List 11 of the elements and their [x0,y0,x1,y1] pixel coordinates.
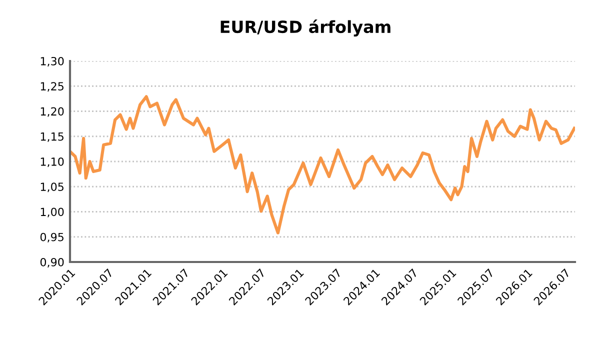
y-tick-label: 1,20 [40,107,64,117]
chart-title: EUR/USD árfolyam [220,20,390,36]
y-tick-label: 1,25 [40,82,64,92]
y-tick-label: 1,05 [40,182,64,192]
y-tick-label: 0,95 [40,232,64,242]
y-tick-label: 1,00 [40,208,64,218]
y-tick-label: 1,10 [40,157,64,168]
line-series [70,95,575,234]
y-tick-label: 1,15 [40,132,64,142]
y-tick-label: 0,90 [40,258,64,268]
y-tick-label: 1,30 [40,56,64,67]
